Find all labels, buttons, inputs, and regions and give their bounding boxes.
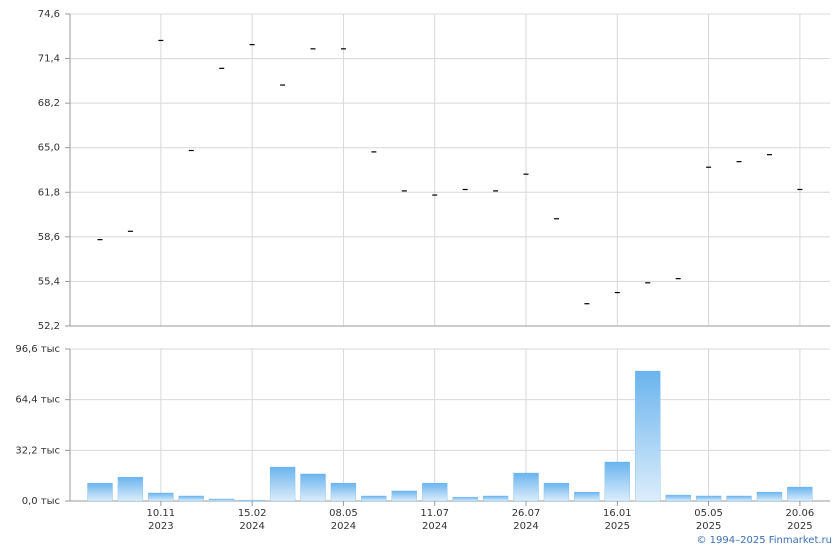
- x-tick-label: 11.07 2024: [420, 508, 450, 532]
- x-tick-label: 16.01 2025: [602, 508, 632, 532]
- bar: [209, 498, 235, 502]
- bar: [330, 482, 357, 502]
- x-tick-label: 20.06 2025: [785, 508, 815, 532]
- y-tick-label: 65,0: [38, 143, 60, 154]
- bar: [300, 473, 326, 502]
- bar: [543, 482, 570, 502]
- y-tick-label: 61,8: [38, 187, 60, 198]
- y-tick-label: 64,4 тыс: [15, 395, 60, 406]
- x-tick-label: 15.02 2024: [237, 508, 267, 532]
- y-tick-label: 52,2: [38, 321, 60, 332]
- y-tick-label: 74,6: [38, 9, 60, 20]
- bar: [635, 370, 661, 502]
- bar: [726, 495, 752, 502]
- bar: [422, 482, 448, 502]
- bar: [117, 476, 144, 502]
- bar: [391, 490, 417, 502]
- bar: [361, 495, 387, 502]
- bar: [87, 482, 113, 502]
- bar: [452, 496, 478, 502]
- y-tick-label: 96,6 тыс: [15, 344, 60, 355]
- x-tick-label: 05.05 2025: [694, 508, 723, 532]
- y-tick-label: 58,6: [38, 232, 60, 243]
- bar: [178, 495, 204, 502]
- y-tick-label: 32,2 тыс: [15, 445, 60, 456]
- bar: [239, 499, 265, 502]
- bar: [787, 486, 813, 502]
- bar: [604, 461, 630, 502]
- bar: [482, 495, 509, 502]
- x-tick-label: 26.07 2024: [511, 508, 541, 532]
- y-tick-label: 55,4: [38, 276, 60, 287]
- bar: [513, 472, 539, 502]
- bar: [269, 466, 296, 502]
- copyright: © 1994–2025 Finmarket.ru: [696, 535, 832, 546]
- y-tick-label: 0,0 тыс: [22, 496, 60, 507]
- bar: [665, 494, 691, 502]
- bar: [148, 492, 174, 502]
- x-tick-label: 10.11 2023: [146, 508, 176, 532]
- x-tick-label: 08.05 2024: [329, 508, 358, 532]
- y-tick-label: 68,2: [38, 98, 60, 109]
- y-tick-label: 71,4: [38, 54, 60, 65]
- bar: [574, 491, 600, 502]
- bar: [695, 495, 722, 502]
- bar: [756, 491, 783, 502]
